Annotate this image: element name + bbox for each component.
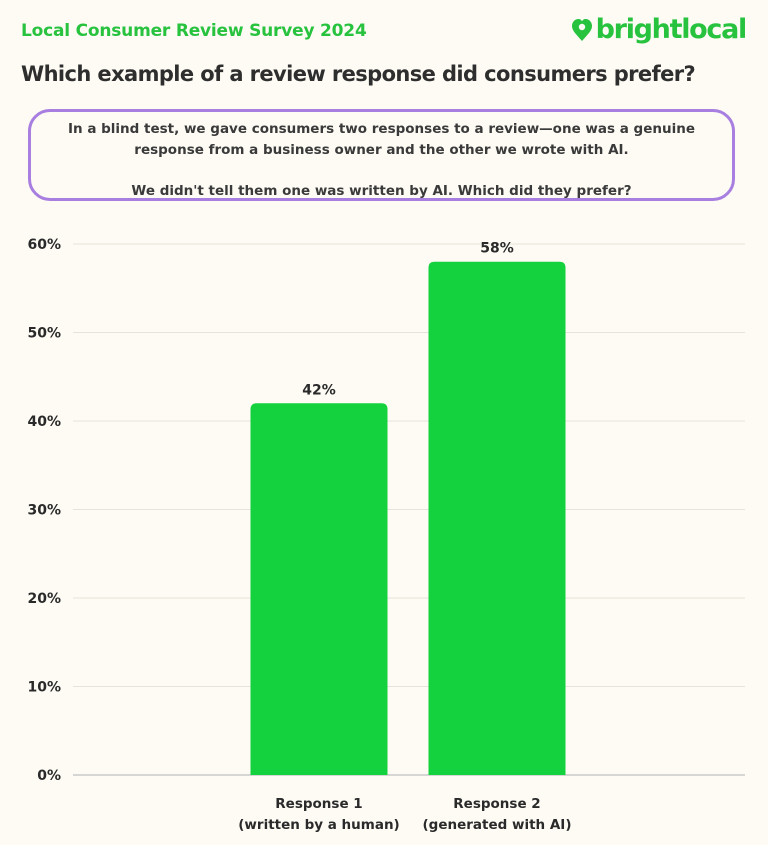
chart-question: Which example of a review response did c… [21, 62, 696, 86]
y-tick-label: 20% [27, 591, 61, 607]
intro-line-2: response from a business owner and the o… [134, 142, 629, 158]
category-label: (generated with AI) [422, 817, 571, 833]
brand-name: brightlocal [595, 14, 748, 45]
intro-box: In a blind test, we gave consumers two r… [28, 109, 735, 201]
category-label: (written by a human) [238, 817, 399, 833]
y-tick-label: 10% [27, 680, 61, 696]
bar-value-label: 58% [480, 241, 514, 257]
location-heart-icon [571, 18, 592, 41]
y-tick-label: 60% [27, 237, 61, 253]
category-label: Response 1 [275, 796, 362, 812]
grid-lines [73, 243, 745, 776]
y-tick-label: 0% [37, 768, 61, 784]
bar-value-label: 42% [302, 382, 336, 398]
category-label: Response 2 [453, 796, 540, 812]
labels: 0% 10% 20% 30% 40% 50% 60% 42% Response 1 (writte… [27, 237, 571, 833]
brand-logo[interactable]: brightlocal [571, 14, 748, 45]
y-tick-label: 30% [27, 503, 61, 519]
y-tick-label: 50% [27, 326, 61, 342]
bar [428, 261, 566, 775]
bars [250, 261, 566, 775]
intro-line-1: In a blind test, we gave consumers two r… [67, 121, 695, 137]
intro-line-3: We didn't tell them one was written by A… [131, 183, 632, 199]
y-tick-label: 40% [27, 414, 61, 430]
bar [250, 403, 388, 775]
survey-title: Local Consumer Review Survey 2024 [21, 21, 367, 41]
